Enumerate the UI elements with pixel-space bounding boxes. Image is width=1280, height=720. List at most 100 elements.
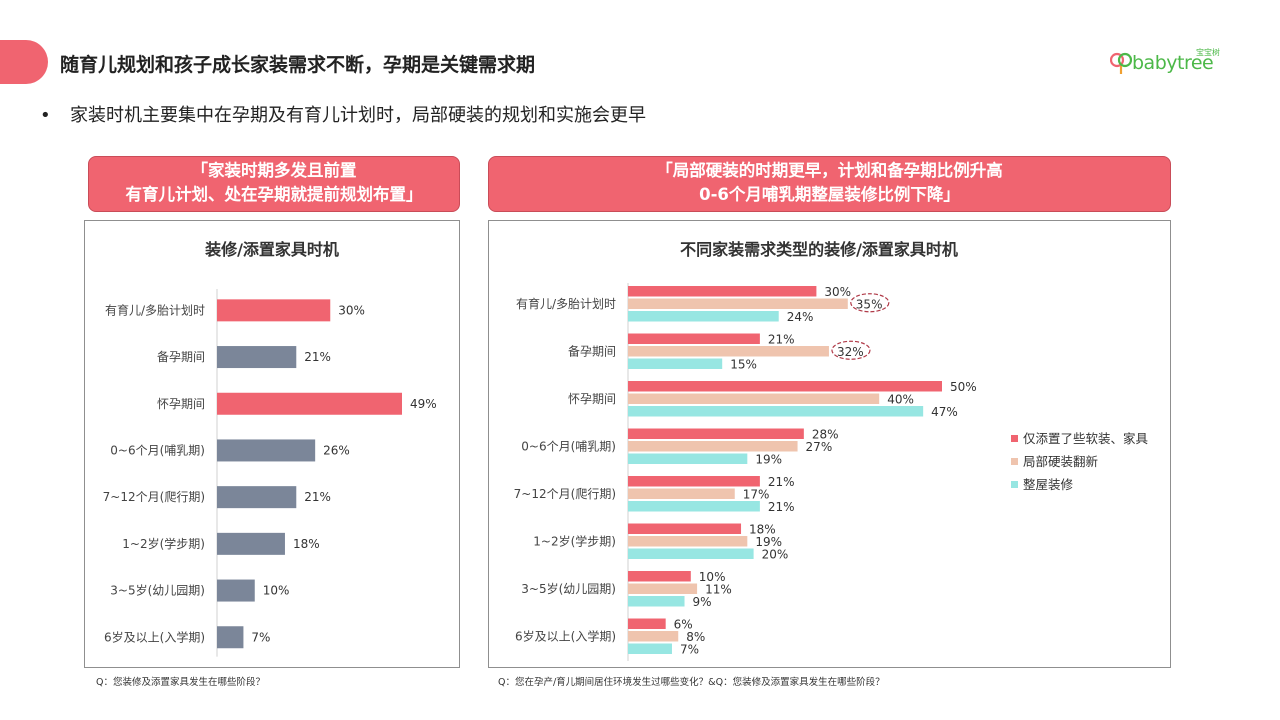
value-label: 47% <box>931 405 958 419</box>
category-label: 1~2岁(学步期) <box>122 536 205 551</box>
bar-0 <box>628 286 817 297</box>
category-label: 备孕期间 <box>157 350 205 364</box>
value-label: 10% <box>699 570 726 584</box>
bar-2 <box>628 358 723 369</box>
highlight-circle <box>831 340 871 360</box>
category-label: 0~6个月(哺乳期) <box>110 443 205 457</box>
value-label: 40% <box>887 393 914 407</box>
category-label: 3~5岁(幼儿园期) <box>521 581 616 596</box>
legend-swatch <box>1011 435 1018 442</box>
bar <box>217 439 316 462</box>
category-label: 有育儿/多胎计划时 <box>105 302 205 317</box>
value-label: 32% <box>837 345 864 359</box>
value-label: 15% <box>730 358 757 372</box>
logo-small-text: 宝宝树 <box>1196 48 1220 57</box>
footnote-left: Q：您装修及添置家具发生在哪些阶段？ <box>96 677 265 688</box>
bar-0 <box>628 571 691 582</box>
value-label: 21% <box>768 475 795 489</box>
bar-0 <box>628 476 760 487</box>
value-label: 17% <box>743 488 770 502</box>
bar-1 <box>628 631 679 642</box>
bar-2 <box>628 643 672 654</box>
bullet-dot: • <box>40 105 51 126</box>
bar-1 <box>628 298 848 309</box>
legend-label: 仅添置了些软装、家具 <box>1023 431 1149 446</box>
value-label: 35% <box>856 298 883 312</box>
callout-right-line2: 0-6个月哺乳期整屋装修比例下降」 <box>699 185 960 204</box>
page-title: 随育儿规划和孩子成长家装需求不断，孕期是关键需求期 <box>60 54 536 76</box>
logo-wordmark: babytree <box>1132 52 1214 74</box>
category-label: 怀孕期间 <box>568 392 616 406</box>
value-label: 30% <box>824 285 851 299</box>
value-label: 21% <box>768 333 795 347</box>
highlight-circle <box>850 293 890 313</box>
bar <box>217 346 297 369</box>
bar-2 <box>628 406 924 417</box>
value-label: 7% <box>680 643 699 657</box>
value-label: 49% <box>410 397 437 411</box>
bar-1 <box>628 441 798 452</box>
category-label: 0~6个月(哺乳期) <box>521 440 616 454</box>
bar <box>217 299 331 322</box>
footnote-right: Q：您在孕产/育儿期间居住环境发生过哪些变化？&Q：您装修及添置家具发生在哪些阶… <box>498 677 885 688</box>
value-label: 8% <box>686 630 705 644</box>
value-label: 11% <box>705 583 732 597</box>
chart-panel-left: 装修/添置家具时机 有育儿/多胎计划时 30% 备孕期间 21% 怀孕期间 49% 0~6个月… <box>84 220 460 668</box>
callout-left-line1: 「家装时期多发且前置 <box>191 161 357 180</box>
bar-0 <box>628 428 804 439</box>
value-label: 7% <box>251 630 270 644</box>
value-label: 24% <box>787 310 814 324</box>
bar-2 <box>628 596 685 607</box>
bar-2 <box>628 311 779 322</box>
bar-1 <box>628 393 880 404</box>
bar-1 <box>628 583 698 594</box>
bar-2 <box>628 501 760 512</box>
value-label: 27% <box>806 440 833 454</box>
bar-2 <box>628 548 754 559</box>
value-label: 18% <box>293 537 320 551</box>
value-label: 19% <box>755 453 782 467</box>
value-label: 21% <box>304 490 331 504</box>
babytree-logo: 宝宝树 babytree <box>1110 47 1220 77</box>
category-label: 6岁及以上(入学期) <box>104 629 205 644</box>
bullet-text: 家装时机主要集中在孕期及有育儿计划时，局部硬装的规划和实施会更早 <box>70 105 646 126</box>
category-label: 1~2岁(学步期) <box>533 534 616 549</box>
callout-left-line2: 有育儿计划、处在孕期就提前规划布置」 <box>125 185 423 204</box>
bar-2 <box>628 453 748 464</box>
bar-1 <box>628 346 829 357</box>
bar <box>217 579 255 602</box>
bar <box>217 532 285 555</box>
bar <box>217 626 244 649</box>
title-accent-tab <box>0 40 48 84</box>
callout-right: 「局部硬装的时期更早，计划和备孕期比例升高 0-6个月哺乳期整屋装修比例下降」 <box>488 156 1171 212</box>
category-label: 备孕期间 <box>568 345 616 359</box>
category-label: 7~12个月(爬行期) <box>514 487 616 501</box>
bar-0 <box>628 618 666 629</box>
legend-label: 局部硬装翻新 <box>1023 454 1098 469</box>
value-label: 18% <box>749 523 776 537</box>
legend-swatch <box>1011 481 1018 488</box>
bar-0 <box>628 333 760 344</box>
value-label: 26% <box>323 443 350 457</box>
chart-title: 不同家装需求类型的装修/添置家具时机 <box>680 240 958 259</box>
callout-right-line1: 「局部硬装的时期更早，计划和备孕期比例升高 <box>656 161 1003 180</box>
bar <box>217 486 297 509</box>
chart-panel-right: 不同家装需求类型的装修/添置家具时机有育儿/多胎计划时 30% 35% 24% 备孕期间… <box>488 220 1171 668</box>
category-label: 7~12个月(爬行期) <box>103 490 205 504</box>
bar <box>217 392 402 415</box>
category-label: 有育儿/多胎计划时 <box>516 296 616 311</box>
value-label: 30% <box>338 303 365 317</box>
value-label: 50% <box>950 380 977 394</box>
value-label: 21% <box>304 350 331 364</box>
value-label: 10% <box>263 584 290 598</box>
category-label: 6岁及以上(入学期) <box>515 629 616 644</box>
value-label: 9% <box>693 595 712 609</box>
category-label: 怀孕期间 <box>157 397 205 411</box>
bar-0 <box>628 523 742 534</box>
tree-icon <box>1110 52 1132 74</box>
value-label: 6% <box>674 618 693 632</box>
summary-bullet: • 家装时机主要集中在孕期及有育儿计划时，局部硬装的规划和实施会更早 <box>40 101 646 127</box>
value-label: 19% <box>755 535 782 549</box>
